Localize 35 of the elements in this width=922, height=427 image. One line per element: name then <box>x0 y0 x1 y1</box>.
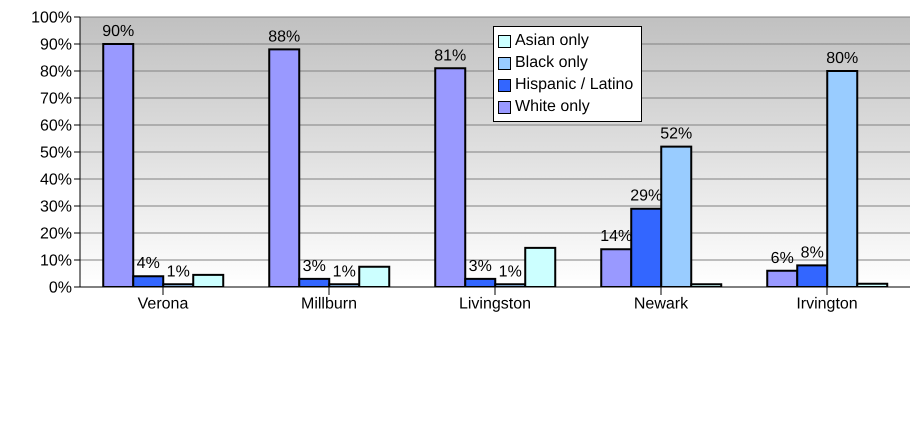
legend-label: White only <box>515 98 590 116</box>
data-label: 90% <box>102 23 134 40</box>
data-label: 80% <box>826 50 858 67</box>
x-tick-label: Livingston <box>458 295 532 312</box>
data-label: 1% <box>498 263 522 280</box>
data-label: 88% <box>268 28 300 46</box>
legend-label: Asian only <box>515 32 589 50</box>
data-label: 6% <box>770 250 794 267</box>
data-label: 1% <box>332 263 356 280</box>
y-tick-label: 100% <box>31 10 72 27</box>
y-tick-label: 90% <box>40 36 72 54</box>
x-tick-label: Irvington <box>796 295 858 312</box>
x-tick-label: Verona <box>138 295 188 312</box>
data-label: 52% <box>660 126 692 143</box>
y-tick-label: 50% <box>40 144 72 162</box>
y-tick-label: 20% <box>40 226 72 243</box>
x-tick-label: Newark <box>634 295 690 312</box>
data-label: 14% <box>600 228 632 246</box>
data-label: 8% <box>800 244 824 262</box>
y-tick-label: 10% <box>40 252 72 270</box>
legend-label: Black only <box>515 54 588 72</box>
data-label: 3% <box>302 258 326 275</box>
y-tick-label: 30% <box>40 198 72 216</box>
data-label: 29% <box>630 188 662 205</box>
data-label: 3% <box>468 258 492 275</box>
y-tick-label: 70% <box>40 90 72 108</box>
y-tick-label: 40% <box>40 172 72 189</box>
y-tick-label: 80% <box>40 64 72 81</box>
data-label: 81% <box>434 47 466 64</box>
data-label: 4% <box>136 255 160 272</box>
y-tick-label: 60% <box>40 118 72 135</box>
y-tick-label: 0% <box>48 280 72 297</box>
legend-label: Hispanic / Latino <box>515 76 634 94</box>
x-tick-label: Millburn <box>300 295 358 312</box>
data-label: 1% <box>166 263 190 280</box>
